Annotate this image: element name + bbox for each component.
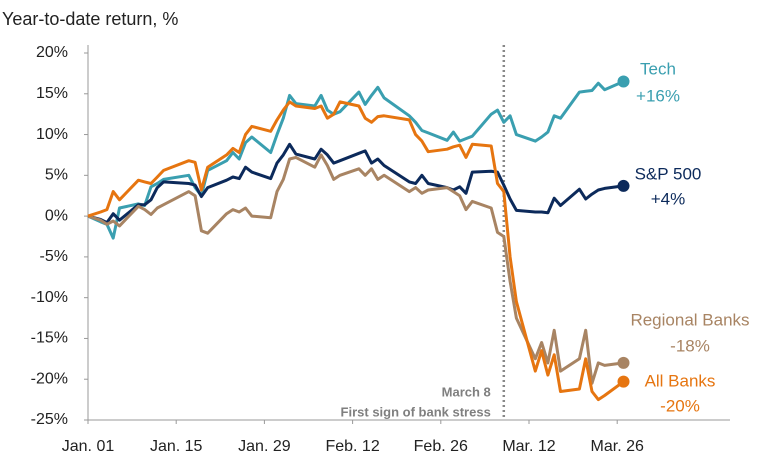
end-dot xyxy=(617,179,630,192)
end-dot xyxy=(617,375,630,388)
y-tick-label: -20% xyxy=(31,370,68,387)
annotation-title: March 8 xyxy=(442,384,491,399)
end-value-label: +16% xyxy=(636,86,680,105)
end-dot xyxy=(617,356,630,369)
y-tick-label: 0% xyxy=(45,207,68,224)
annotation-text: First sign of bank stress xyxy=(341,404,491,419)
end-value-label: -18% xyxy=(670,336,710,355)
series-line xyxy=(87,80,625,240)
legend-label: Regional Banks xyxy=(630,310,749,329)
y-tick-label: 10% xyxy=(36,126,68,143)
y-tick-label: -5% xyxy=(40,248,68,265)
end-value-label: -20% xyxy=(660,396,700,415)
y-tick-label: 20% xyxy=(36,44,68,61)
x-tick-label: Mar. 12 xyxy=(502,438,555,455)
legend-label: S&P 500 xyxy=(635,164,702,183)
series-line xyxy=(87,153,624,385)
end-value-label: +4% xyxy=(651,189,686,208)
y-tick-label: -15% xyxy=(31,330,68,347)
x-tick-label: Jan. 15 xyxy=(150,438,203,455)
y-tick-label: -25% xyxy=(31,411,68,428)
y-tick-label: -10% xyxy=(31,289,68,306)
chart-title: Year-to-date return, % xyxy=(2,9,178,29)
end-dot xyxy=(617,75,630,88)
legend-label: All Banks xyxy=(645,371,716,390)
series-line xyxy=(87,142,624,225)
x-tick-label: Mar. 26 xyxy=(591,438,644,455)
x-tick-label: Jan. 29 xyxy=(238,438,291,455)
series-line xyxy=(87,100,625,402)
x-tick-label: Feb. 12 xyxy=(325,438,379,455)
legend-label: Tech xyxy=(640,59,676,78)
y-tick-label: 15% xyxy=(36,85,68,102)
x-tick-label: Feb. 26 xyxy=(414,438,468,455)
y-tick-label: 5% xyxy=(45,167,68,184)
x-tick-label: Jan. 01 xyxy=(62,438,115,455)
